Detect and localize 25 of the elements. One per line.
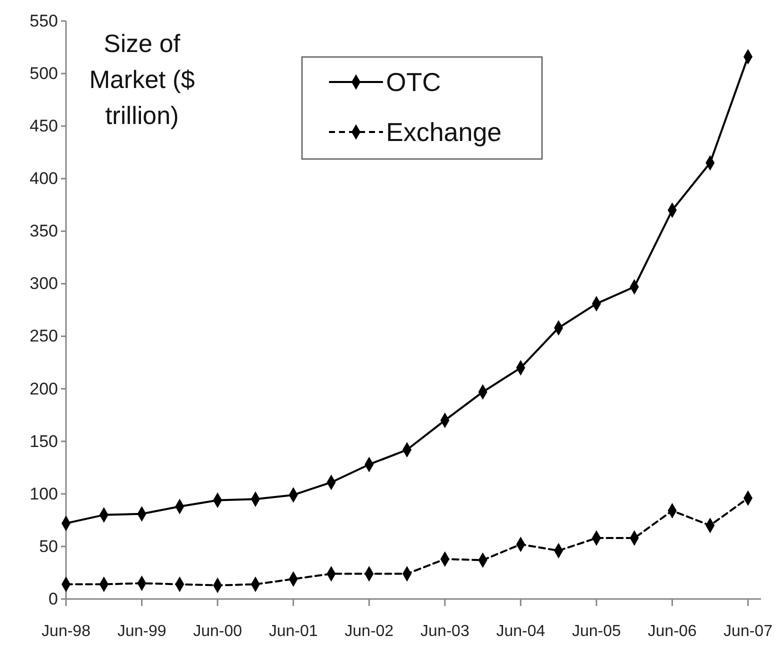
- y-tick-label: 50: [39, 536, 58, 556]
- x-tick-label: Jun-03: [420, 623, 470, 640]
- x-tick-label: Jun-99: [117, 623, 166, 640]
- x-tick-label: Jun-04: [496, 623, 546, 640]
- y-tick-label: 550: [30, 11, 58, 30]
- legend-label: Exchange: [386, 117, 502, 147]
- y-axis-title: Size of Market ($ trillion): [89, 30, 195, 130]
- y-tick-label: 0: [48, 589, 58, 608]
- x-tick-label: Jun-02: [344, 623, 394, 640]
- y-tick-label: 500: [30, 64, 58, 83]
- x-tick-label: Jun-00: [193, 623, 242, 640]
- y-tick-label: 350: [30, 222, 58, 241]
- x-tick-label: Jun-06: [648, 623, 697, 640]
- legend-label: OTC: [386, 67, 441, 97]
- y-tick-label: 400: [30, 169, 58, 188]
- y-tick-label: 150: [30, 432, 58, 451]
- x-tick-label: Jun-98: [42, 623, 91, 640]
- y-tick-label: 200: [30, 379, 58, 398]
- y-tick-label: 300: [30, 274, 58, 294]
- y-tick-label: 100: [30, 484, 58, 504]
- y-tick-label: 250: [30, 326, 58, 346]
- x-tick-label: Jun-05: [572, 623, 622, 640]
- y-tick-label: 450: [30, 116, 58, 136]
- x-tick-label: Jun-07: [724, 623, 773, 640]
- x-tick-label: Jun-01: [268, 623, 318, 640]
